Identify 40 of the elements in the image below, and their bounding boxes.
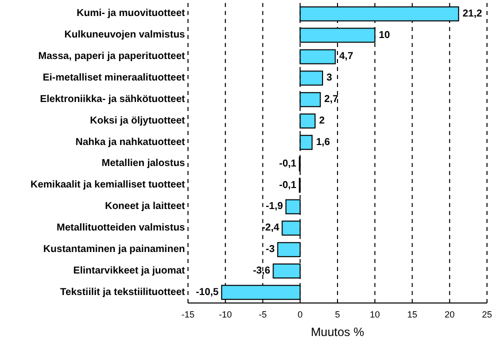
y-tick-label: Metallituotteiden valmistus	[56, 222, 186, 234]
y-tick-label: Elektroniikka- ja sähkötuotteet	[40, 94, 186, 105]
y-tick-label: Elintarvikkeet ja juomat	[73, 265, 186, 276]
y-tick-label: Massa, paperi ja paperituotteet	[38, 51, 186, 62]
data-label: 1,6	[316, 136, 330, 148]
x-tick-label: -5	[258, 309, 267, 320]
data-label: -10,5	[196, 286, 220, 298]
x-tick-label: 15	[407, 309, 418, 320]
x-tick-label: -15	[181, 309, 195, 320]
x-axis-title: Muutos %	[310, 325, 365, 338]
y-tick-label: Kemikaalit ja kemialliset tuotteet	[30, 180, 186, 191]
y-tick-label: Nahka ja nahkatuotteet	[76, 136, 186, 148]
data-label: 21,2	[462, 8, 482, 20]
y-tick-label: Kumi- ja muovituotteet	[76, 8, 186, 20]
x-tick-label: 10	[370, 309, 380, 320]
bar	[300, 114, 316, 128]
y-tick-label: Kulkuneuvojen valmistus	[64, 30, 186, 41]
y-tick-label: Tekstiilit ja tekstiilituotteet	[60, 286, 186, 298]
data-label: 2,7	[324, 94, 339, 106]
data-label: 10	[378, 30, 390, 41]
x-tick-label: -10	[218, 309, 232, 320]
y-tick-label: Ei-metalliset mineraalituotteet	[42, 72, 186, 84]
x-tick-label: 5	[334, 309, 340, 320]
x-tick-label: 20	[444, 309, 455, 320]
x-tick-label: 25	[482, 309, 492, 320]
data-label: -3,6	[252, 266, 271, 276]
data-label: 2	[319, 116, 326, 126]
data-label: -0,1	[279, 180, 297, 191]
y-tick-label: Koksi ja öljytuotteet	[90, 115, 186, 126]
y-tick-label: Metallien jalostus	[102, 158, 186, 170]
bar	[277, 242, 301, 258]
y-tick-label: Koneet ja laitteet	[104, 201, 186, 212]
data-label: -3	[266, 244, 276, 256]
x-tick-label: 0	[298, 309, 303, 320]
data-label: -0,1	[279, 158, 297, 170]
data-label: -2,4	[262, 222, 280, 234]
data-label: -1,9	[266, 201, 284, 212]
data-label: 3	[326, 72, 333, 84]
y-tick-label: Kustantaminen ja painaminen	[43, 244, 185, 255]
data-label: 4,7	[339, 51, 354, 62]
